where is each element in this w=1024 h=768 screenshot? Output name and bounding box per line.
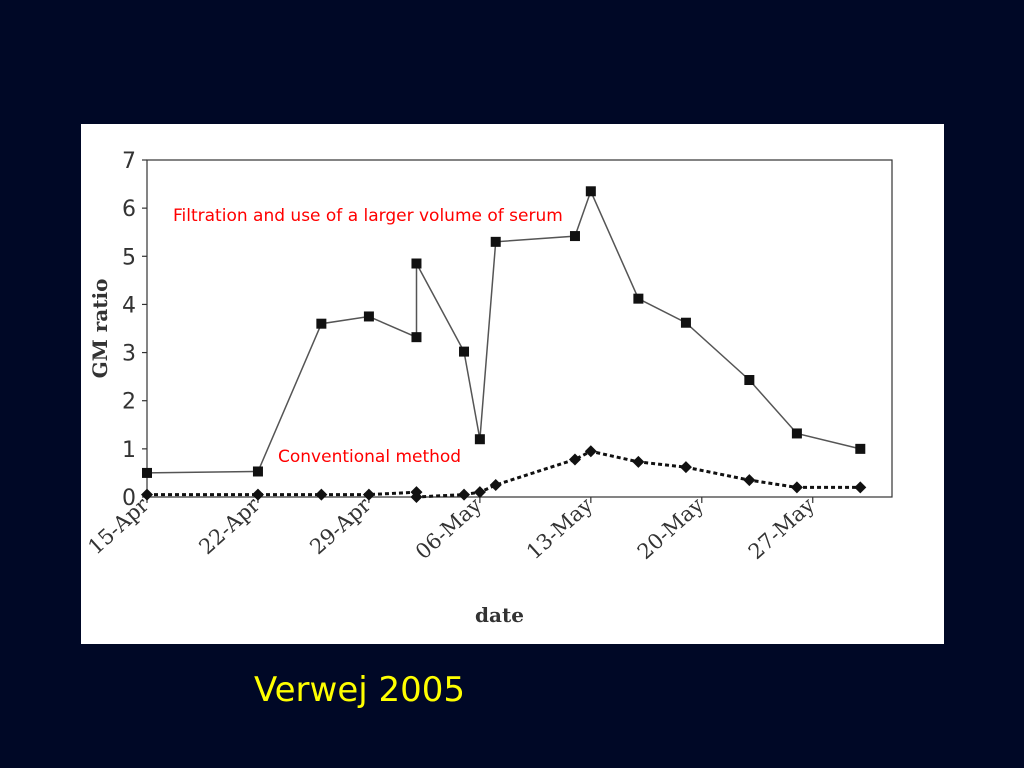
series-2-point: [632, 455, 645, 468]
x-tick-label: 27-May: [744, 493, 819, 564]
series-1-point: [411, 332, 422, 343]
series-2-point: [315, 488, 328, 501]
plot-frame: [146, 159, 893, 498]
x-tick-label: 22-Apr: [194, 492, 265, 559]
series-2-point: [584, 445, 597, 458]
series-line-2: [147, 449, 861, 499]
series-1-point: [680, 317, 691, 328]
series-line-1: [146, 189, 861, 474]
series-2-point: [473, 486, 486, 499]
y-tick-label: 6: [122, 197, 136, 222]
chart-panel: 0 1 2 3 4 5 6 7 15-Apr 22-Apr 29-Apr 06-May 13-May 20…: [81, 124, 944, 644]
series-1-point: [585, 186, 596, 197]
y-tick-label: 0: [122, 486, 136, 511]
series-2-point: [743, 474, 756, 487]
y-tick-label: 2: [122, 390, 136, 415]
series-1-point: [633, 293, 644, 304]
annotation-conventional: Conventional method: [278, 447, 461, 467]
series-1-point: [142, 467, 152, 478]
series-1-point: [791, 428, 802, 439]
series-1-point: [744, 375, 755, 386]
series-2-point: [568, 453, 581, 466]
series-2-point: [410, 491, 423, 503]
series-2-point: [251, 488, 264, 501]
x-axis-label: date: [475, 603, 524, 627]
y-tick-label: 5: [122, 245, 136, 270]
series-2-point: [489, 478, 502, 491]
series-1-point: [855, 443, 866, 454]
citation-caption: Verwej 2005: [254, 670, 466, 710]
series-2-point: [362, 488, 375, 501]
series-1-point: [252, 466, 263, 477]
y-tick-label: 4: [122, 293, 136, 318]
x-tick-label: 13-May: [522, 493, 597, 564]
series-2-point: [141, 488, 153, 501]
y-axis-label: GM ratio: [88, 279, 112, 379]
series-1-point: [569, 231, 580, 242]
series-1-point: [459, 346, 470, 357]
series-1-point: [474, 434, 485, 445]
x-tick-label: 15-Apr: [83, 492, 154, 559]
series-2-point: [679, 461, 692, 474]
annotation-filtration: Filtration and use of a larger volume of…: [173, 206, 563, 226]
series-1-point: [490, 236, 501, 247]
series-2-point: [458, 488, 471, 501]
series-1-point: [411, 258, 422, 269]
series-1-point: [363, 311, 374, 322]
y-tick-label: 1: [122, 438, 136, 463]
x-tick-label: 29-Apr: [305, 492, 376, 559]
gm-ratio-chart: 0 1 2 3 4 5 6 7 15-Apr 22-Apr 29-Apr 06-May 13-May 20…: [83, 149, 893, 627]
x-tick-label: 06-May: [411, 493, 486, 564]
series-2-point: [854, 481, 867, 494]
series-2-point: [790, 481, 803, 494]
y-tick-label: 7: [122, 149, 136, 174]
series-1-point: [316, 318, 327, 329]
y-tick-label: 3: [122, 342, 136, 367]
x-tick-label: 20-May: [633, 493, 708, 564]
